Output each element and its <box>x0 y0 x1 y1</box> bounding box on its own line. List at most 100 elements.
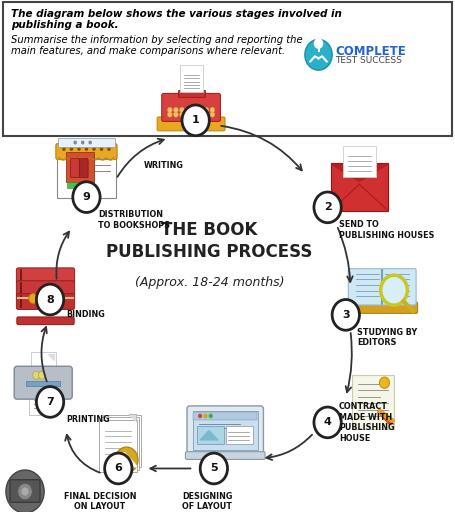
Text: 2: 2 <box>324 202 332 212</box>
Text: BINDING: BINDING <box>66 310 105 319</box>
Text: CONTRACT
MADE WITH
PUBLISHING
HOUSE: CONTRACT MADE WITH PUBLISHING HOUSE <box>339 402 394 443</box>
Text: 4: 4 <box>324 417 332 428</box>
FancyBboxPatch shape <box>382 269 416 305</box>
Circle shape <box>77 147 81 151</box>
Circle shape <box>39 371 46 379</box>
Circle shape <box>45 293 54 304</box>
FancyBboxPatch shape <box>347 302 418 313</box>
FancyBboxPatch shape <box>67 182 94 188</box>
Circle shape <box>210 108 215 113</box>
Circle shape <box>85 147 88 151</box>
Circle shape <box>200 453 228 484</box>
Circle shape <box>180 112 184 117</box>
FancyBboxPatch shape <box>343 146 376 178</box>
FancyBboxPatch shape <box>17 317 74 325</box>
Circle shape <box>198 112 202 117</box>
Polygon shape <box>332 165 387 182</box>
FancyBboxPatch shape <box>193 412 258 451</box>
Circle shape <box>62 147 66 151</box>
Text: Summarise the information by selecting and reporting the: Summarise the information by selecting a… <box>11 35 303 45</box>
FancyBboxPatch shape <box>16 268 75 284</box>
FancyBboxPatch shape <box>186 452 265 459</box>
FancyBboxPatch shape <box>157 117 225 131</box>
Circle shape <box>314 407 341 438</box>
FancyBboxPatch shape <box>349 269 382 305</box>
Circle shape <box>81 140 85 144</box>
FancyBboxPatch shape <box>57 138 116 147</box>
Text: DESIGNING
OF LAYOUT: DESIGNING OF LAYOUT <box>182 492 232 511</box>
Circle shape <box>167 112 172 117</box>
Text: 7: 7 <box>46 397 54 407</box>
FancyBboxPatch shape <box>101 417 139 470</box>
Text: DISTRIBUTION
TO BOOKSHOPS: DISTRIBUTION TO BOOKSHOPS <box>98 210 170 230</box>
Text: (Approx. 18-24 months): (Approx. 18-24 months) <box>135 276 284 289</box>
Circle shape <box>92 147 96 151</box>
Circle shape <box>33 371 40 379</box>
Text: COMPLETE: COMPLETE <box>335 45 406 58</box>
Circle shape <box>115 447 138 473</box>
FancyBboxPatch shape <box>56 143 117 160</box>
Text: main features, and make comparisons where relevant.: main features, and make comparisons wher… <box>11 46 285 56</box>
FancyBboxPatch shape <box>10 480 40 502</box>
Text: 3: 3 <box>342 310 349 320</box>
Text: PRINTING: PRINTING <box>66 415 110 424</box>
Circle shape <box>6 470 44 512</box>
Text: SEND TO
PUBLISHING HOUSES: SEND TO PUBLISHING HOUSES <box>339 220 435 240</box>
Circle shape <box>186 108 191 113</box>
FancyBboxPatch shape <box>3 2 452 136</box>
Text: 9: 9 <box>82 192 91 202</box>
Circle shape <box>173 108 178 113</box>
FancyBboxPatch shape <box>57 151 116 198</box>
Circle shape <box>180 108 184 113</box>
FancyBboxPatch shape <box>103 415 141 467</box>
FancyBboxPatch shape <box>29 394 57 415</box>
FancyBboxPatch shape <box>26 381 61 386</box>
Circle shape <box>314 192 341 223</box>
FancyBboxPatch shape <box>66 152 94 181</box>
Circle shape <box>21 487 29 496</box>
Circle shape <box>209 414 213 418</box>
Circle shape <box>186 112 191 117</box>
FancyBboxPatch shape <box>30 352 56 371</box>
Text: WRITING: WRITING <box>143 161 183 170</box>
FancyBboxPatch shape <box>16 294 75 309</box>
Text: 6: 6 <box>114 463 122 474</box>
FancyBboxPatch shape <box>187 406 263 457</box>
FancyBboxPatch shape <box>14 366 72 399</box>
Polygon shape <box>200 431 218 440</box>
Circle shape <box>18 483 32 500</box>
Circle shape <box>70 147 73 151</box>
Text: 8: 8 <box>46 294 54 305</box>
Circle shape <box>203 414 207 418</box>
Circle shape <box>36 387 64 417</box>
Circle shape <box>381 275 407 305</box>
Polygon shape <box>48 354 55 360</box>
FancyBboxPatch shape <box>330 163 389 211</box>
FancyBboxPatch shape <box>99 420 137 472</box>
Text: The diagram below shows the various stages involved in: The diagram below shows the various stag… <box>11 9 342 19</box>
Circle shape <box>182 105 209 136</box>
Circle shape <box>192 112 197 117</box>
FancyBboxPatch shape <box>71 159 79 178</box>
FancyBboxPatch shape <box>162 93 220 121</box>
Text: TEST SUCCESS: TEST SUCCESS <box>335 56 402 66</box>
Circle shape <box>198 108 202 113</box>
Circle shape <box>210 112 215 117</box>
Circle shape <box>105 453 132 484</box>
Circle shape <box>29 293 38 304</box>
FancyBboxPatch shape <box>79 159 88 178</box>
Text: THE BOOK
PUBLISHING PROCESS: THE BOOK PUBLISHING PROCESS <box>106 221 313 261</box>
FancyBboxPatch shape <box>16 281 75 296</box>
Circle shape <box>107 147 111 151</box>
Text: STUDYING BY
EDITORS: STUDYING BY EDITORS <box>357 328 417 348</box>
Circle shape <box>173 112 178 117</box>
Circle shape <box>305 39 332 70</box>
Circle shape <box>167 108 172 113</box>
Circle shape <box>379 377 389 388</box>
Circle shape <box>73 182 100 212</box>
Circle shape <box>198 414 202 418</box>
Circle shape <box>100 147 103 151</box>
Polygon shape <box>129 414 136 421</box>
FancyBboxPatch shape <box>352 375 394 429</box>
Text: FINAL DECISION
ON LAYOUT: FINAL DECISION ON LAYOUT <box>64 492 136 511</box>
